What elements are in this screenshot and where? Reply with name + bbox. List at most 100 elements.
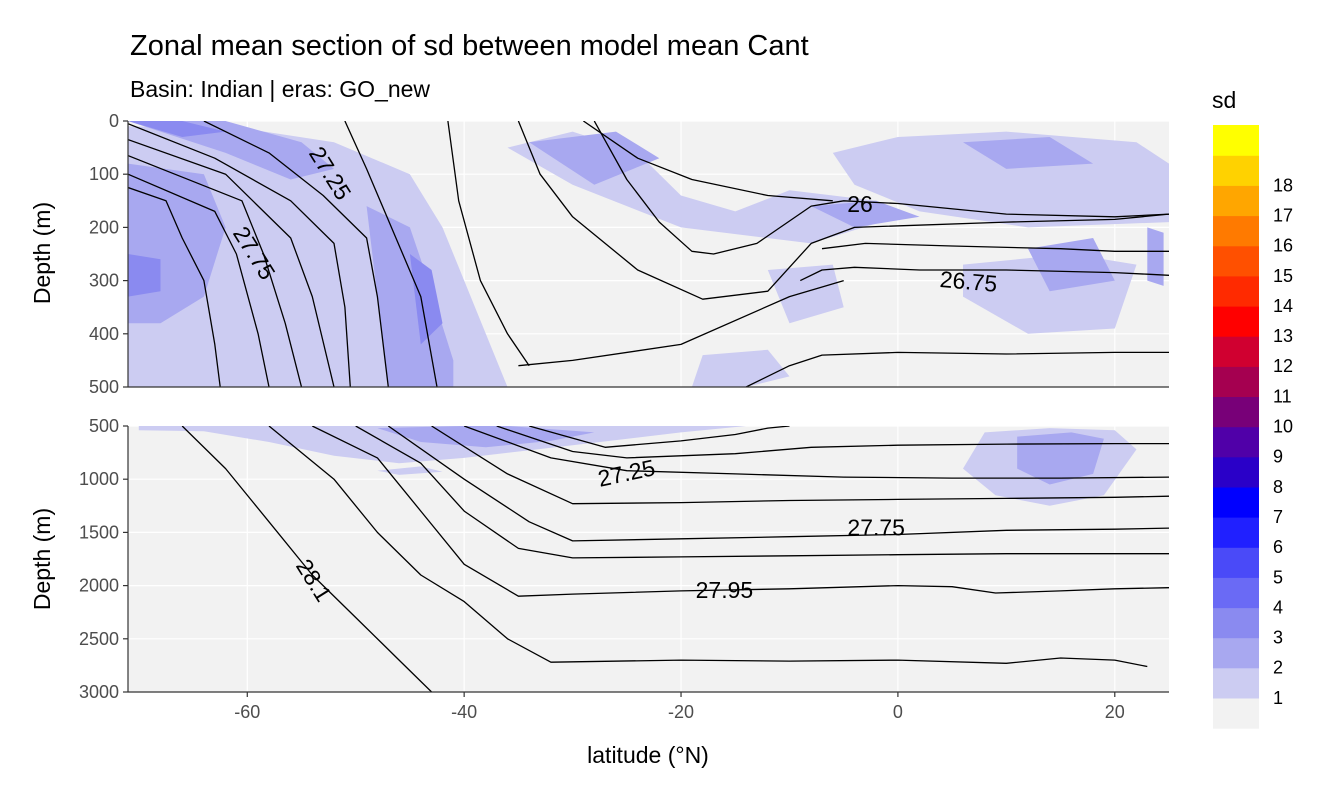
y-tick-label: 1000 [79, 469, 119, 489]
panels: 27.2527.752626.75010020030040050027.2527… [79, 111, 1169, 722]
y-tick-label: 500 [89, 416, 119, 436]
legend-swatch-7 [1213, 486, 1259, 518]
sd-fill-patch-level-2 [1017, 432, 1104, 485]
isopycnal-contour [583, 121, 833, 202]
legend-label: 7 [1273, 507, 1283, 527]
legend-label: 5 [1273, 567, 1283, 587]
legend-swatch-18 [1213, 155, 1259, 186]
y-axis-label-lower: Depth (m) [29, 508, 55, 610]
legend-label: 16 [1273, 236, 1293, 256]
contour-label: 26.75 [939, 266, 999, 297]
sd-fill-patch-level-2 [1028, 238, 1115, 292]
x-tick-label: -20 [668, 702, 694, 722]
isopycnal-contour-27.25 [463, 426, 1169, 479]
legend-swatch-0 [1213, 697, 1259, 729]
isopycnal-contour [518, 279, 844, 367]
isopycnal-contour [344, 121, 438, 387]
isopycnal-contour-27.95 [312, 426, 1169, 597]
legend-swatch-3 [1213, 607, 1259, 639]
y-axis-label-upper: Depth (m) [29, 202, 55, 304]
sd-fill-patch-level-1 [832, 131, 1169, 228]
isopycnal-contour [128, 173, 270, 387]
isopycnal-contour-26.75 [800, 266, 1169, 282]
y-tick-label: 3000 [79, 682, 119, 702]
isopycnal-contour [447, 121, 530, 367]
legend-swatch-19 [1213, 125, 1259, 156]
legend-label: 1 [1273, 688, 1283, 708]
y-tick-label: 1500 [79, 522, 119, 542]
isopycnal-contour-27.75 [387, 426, 1169, 542]
x-axis-label: latitude (°N) [587, 742, 709, 768]
isopycnal-contour [496, 426, 1169, 459]
isopycnal-contour-28.1 [181, 426, 433, 692]
sd-fill-patch-level-1 [138, 426, 747, 464]
legend-swatch-6 [1213, 517, 1259, 548]
x-tick-label: 0 [893, 702, 903, 722]
chart-title: Zonal mean section of sd between model m… [130, 30, 809, 62]
isopycnal-contour [431, 426, 1169, 505]
legend-label: 3 [1273, 628, 1283, 648]
y-tick-label: 100 [89, 164, 119, 184]
isopycnal-contour [529, 426, 790, 448]
legend-swatch-10 [1213, 396, 1259, 428]
sd-fill-patch-level-2 [377, 426, 595, 448]
legend-swatch-16 [1213, 215, 1259, 247]
contour-label: 27.95 [696, 577, 754, 603]
legend-swatch-2 [1213, 637, 1259, 669]
sd-fill-patch-level-2 [1147, 227, 1164, 286]
sd-fill-patch-level-2 [811, 200, 920, 228]
y-tick-label: 2500 [79, 629, 119, 649]
sd-fill-patch-level-3 [128, 254, 161, 297]
sd-fill-patch-level-2 [529, 131, 660, 185]
y-tick-label: 2000 [79, 576, 119, 596]
legend-swatch-9 [1213, 426, 1259, 458]
y-tick-label: 0 [109, 111, 119, 131]
legend-swatch-8 [1213, 456, 1259, 488]
chart-subtitle: Basin: Indian | eras: GO_new [130, 76, 430, 102]
legend-label: 14 [1273, 296, 1293, 316]
isopycnal-contour-27.75 [128, 186, 221, 387]
isopycnal-contour [128, 138, 335, 387]
isopycnal-contour [821, 242, 1169, 252]
legend-label: 11 [1273, 386, 1292, 406]
sd-fill-patch-level-1 [767, 264, 844, 324]
isopycnal-contour-26 [593, 121, 1169, 255]
isopycnal-contour [355, 426, 1169, 559]
legend-swatch-12 [1213, 336, 1259, 367]
legend-title: sd [1212, 87, 1236, 113]
sd-fill-patch-level-2 [366, 206, 454, 387]
legend-label: 13 [1273, 326, 1293, 346]
isopycnal-contour [128, 154, 303, 387]
legend-swatch-5 [1213, 547, 1259, 578]
x-tick-label: -60 [234, 702, 260, 722]
legend-label: 4 [1273, 597, 1283, 617]
legend-label: 8 [1273, 477, 1283, 497]
isopycnal-contour [517, 121, 1169, 300]
legend-label: 15 [1273, 266, 1293, 286]
legend-swatch-15 [1213, 245, 1259, 277]
sd-fill-patch-level-2 [963, 137, 1094, 169]
legend-label: 10 [1273, 417, 1293, 437]
legend-label: 12 [1273, 356, 1293, 376]
y-tick-label: 400 [89, 324, 119, 344]
y-tick-label: 300 [89, 271, 119, 291]
y-tick-label: 200 [89, 217, 119, 237]
isopycnal-contour [128, 123, 351, 387]
legend-label: 2 [1273, 658, 1283, 678]
sd-fill-patch-level-3 [409, 254, 443, 345]
x-tick-label: -40 [451, 702, 477, 722]
legend-swatch-4 [1213, 577, 1259, 609]
legend-label: 6 [1273, 537, 1283, 557]
sd-fill-patch-level-3 [128, 121, 226, 137]
legend-label: 9 [1273, 447, 1283, 467]
legend-swatch-14 [1213, 275, 1259, 307]
isopycnal-contour [268, 426, 1148, 668]
contour-label: 27.75 [847, 514, 905, 540]
y-tick-label: 500 [89, 377, 119, 397]
contour-label: 26 [847, 191, 873, 217]
x-tick-label: 20 [1105, 702, 1125, 722]
legend-swatch-11 [1213, 366, 1259, 397]
